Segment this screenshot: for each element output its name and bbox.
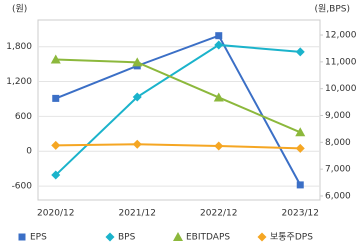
y2-axis-title: (원,BPS) (315, 4, 350, 15)
y2-tick-label: 8,000 (325, 138, 351, 148)
y2-tick-label: 7,000 (325, 165, 351, 175)
y2-tick-label: 6,000 (325, 191, 351, 201)
legend-label: BPS (118, 233, 136, 243)
data-point (295, 127, 306, 137)
y2-tick-label: 10,000 (325, 84, 357, 94)
data-point (214, 141, 224, 151)
y2-tick-label: 12,000 (325, 31, 357, 41)
legend-label: 보통주DPS (270, 232, 313, 243)
legend-marker (18, 233, 26, 241)
y-tick-label: 1,800 (6, 42, 32, 52)
legend-marker (257, 232, 267, 242)
data-point (132, 139, 142, 149)
plot-frame (37, 19, 321, 201)
data-point (213, 92, 224, 102)
legend-marker (173, 232, 183, 241)
series-line (55, 143, 301, 150)
data-point (51, 140, 61, 150)
data-point (295, 47, 305, 57)
data-point (215, 32, 223, 40)
x-tick-label: 2020/12 (37, 209, 74, 219)
y2-tick-label: 9,000 (325, 111, 351, 121)
x-tick-label: 2023/12 (282, 209, 319, 219)
data-point (295, 143, 305, 153)
legend-marker (105, 232, 115, 242)
legend-label: EBITDAPS (186, 233, 230, 243)
series-line (55, 58, 301, 134)
data-point (52, 94, 60, 102)
data-point (51, 170, 61, 180)
y-tick-label: 1,200 (6, 77, 32, 87)
y-tick-label: 600 (15, 112, 32, 122)
legend-label: EPS (30, 233, 47, 243)
x-tick-label: 2021/12 (119, 209, 156, 219)
series-line (55, 34, 302, 186)
data-point (214, 40, 224, 50)
data-point (132, 92, 142, 102)
data-point (132, 57, 143, 67)
series-line (55, 43, 301, 176)
y-tick-label: 0 (26, 147, 32, 157)
y-axis-title: (원) (12, 4, 27, 15)
data-point (296, 181, 304, 189)
y2-tick-label: 11,000 (325, 57, 357, 67)
x-tick-label: 2022/12 (200, 209, 237, 219)
y-tick-label: -600 (12, 182, 33, 192)
data-point (50, 54, 61, 64)
